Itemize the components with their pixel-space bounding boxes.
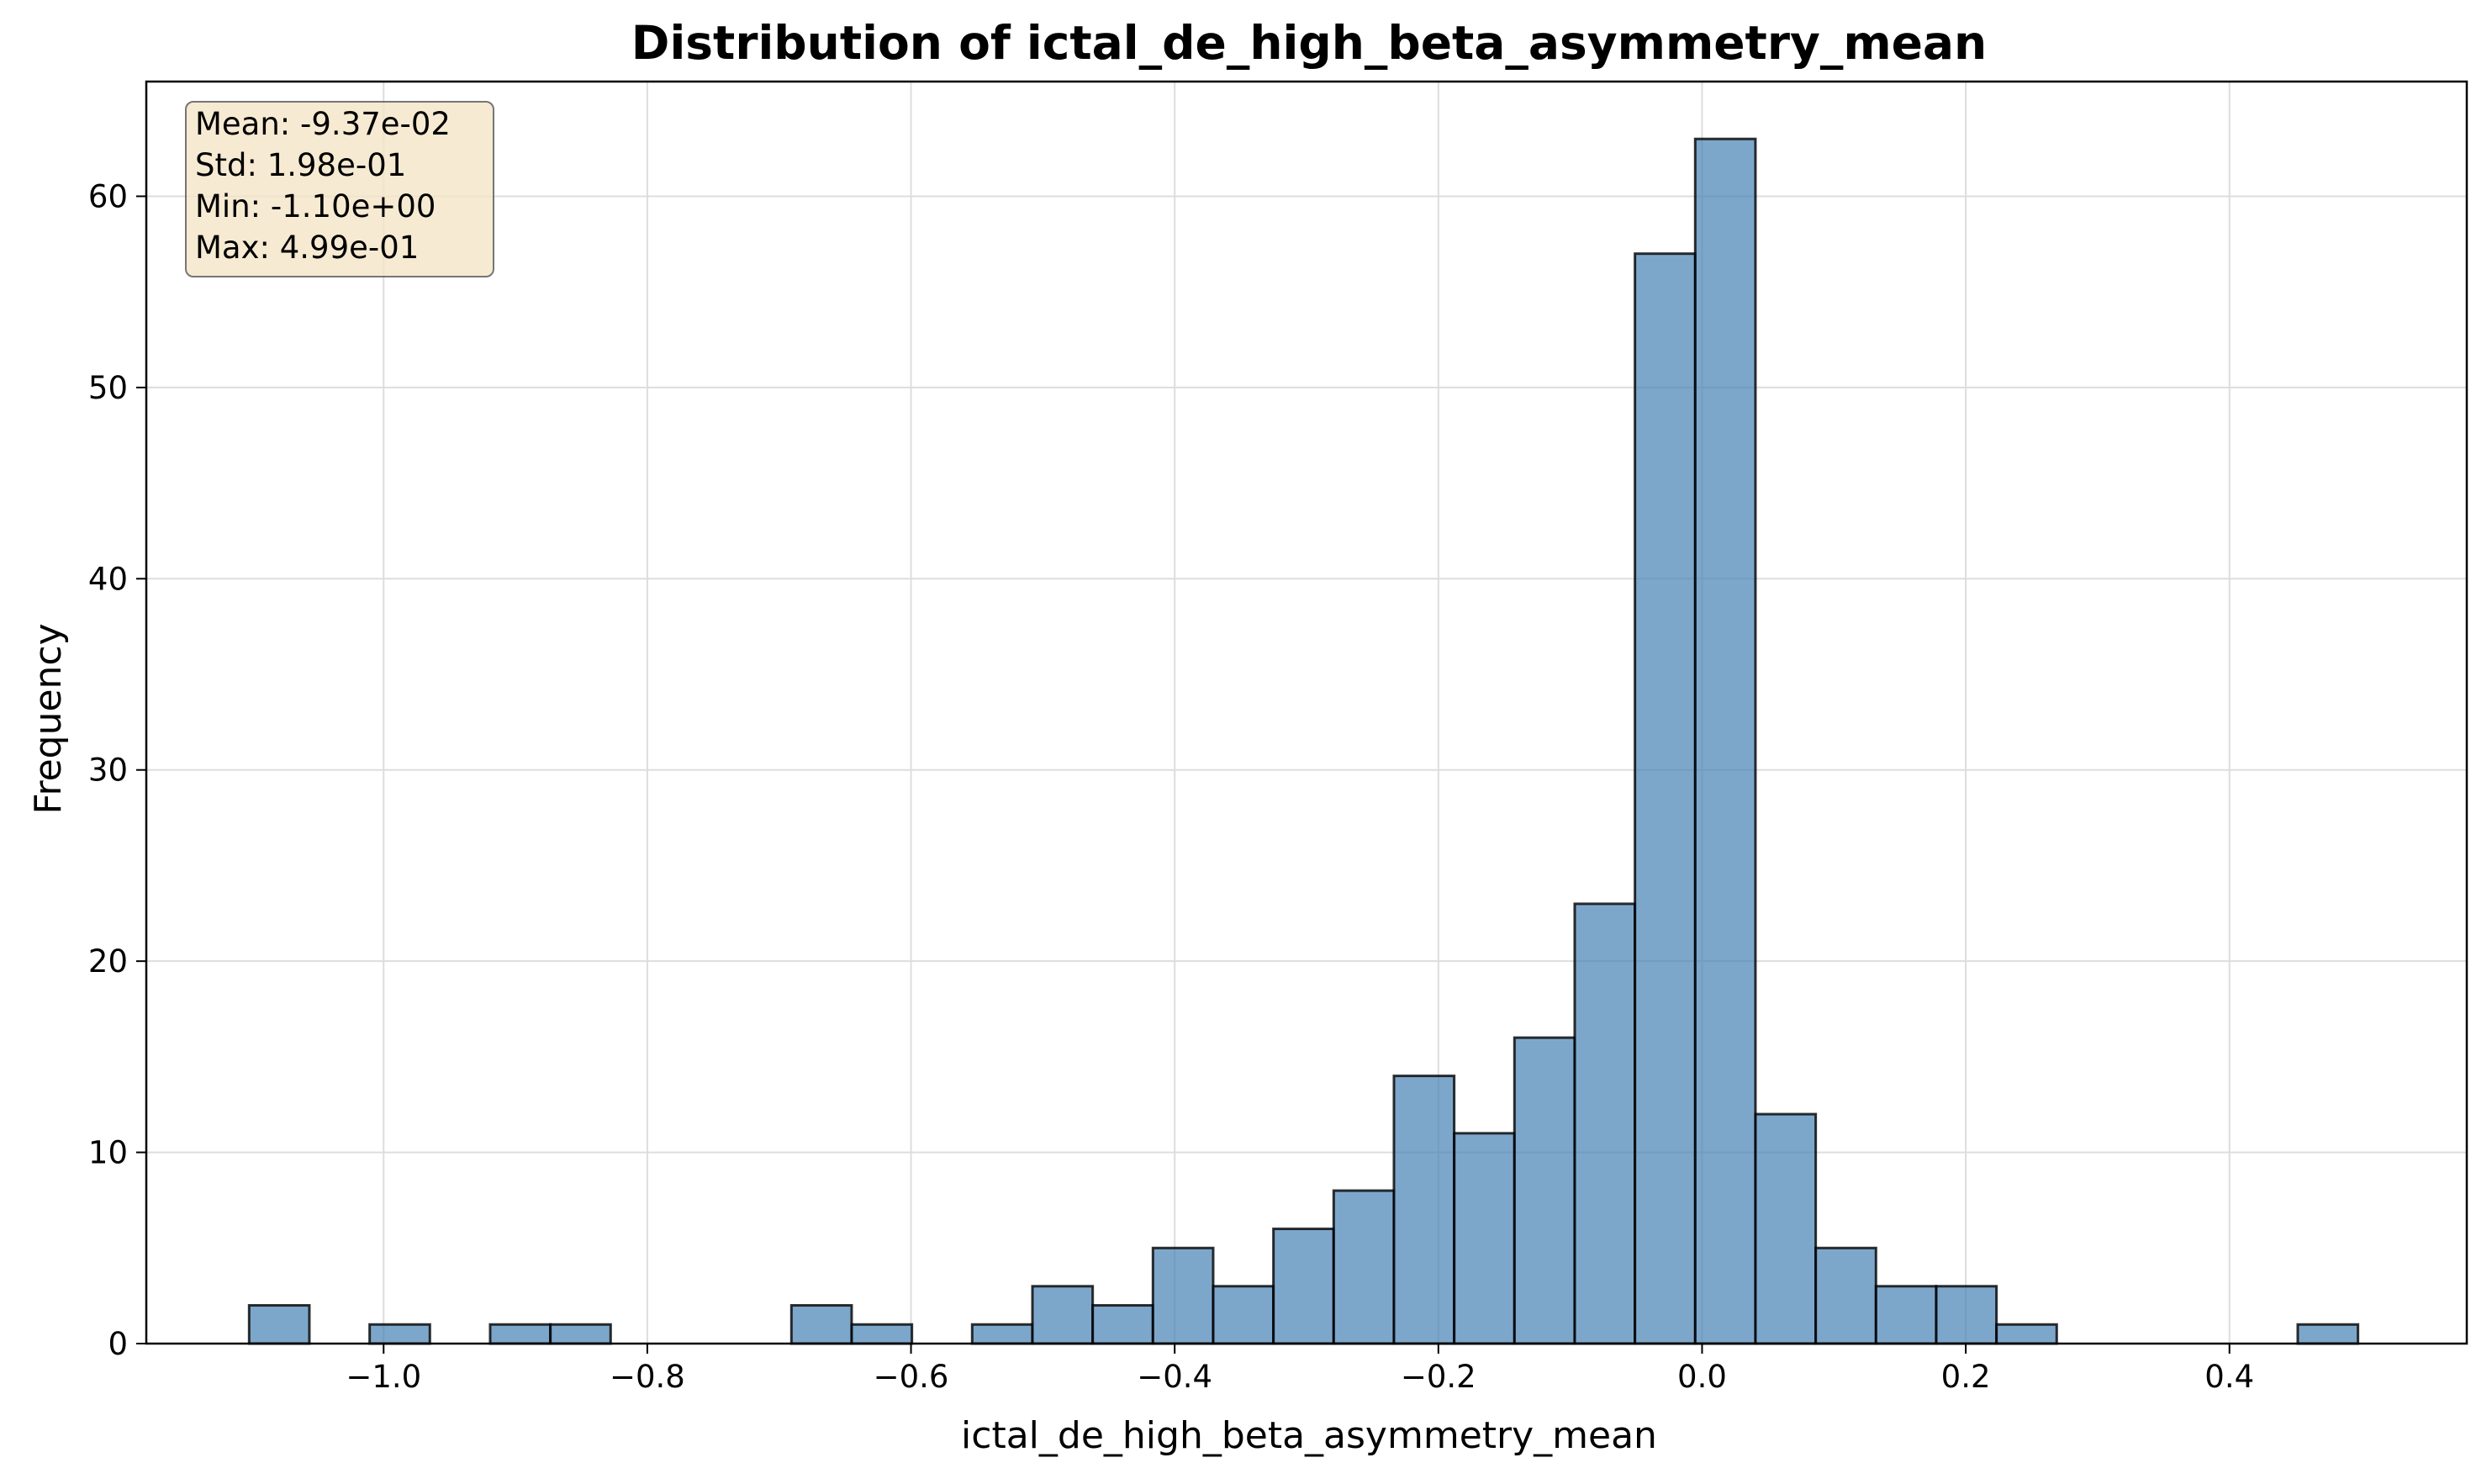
y-tick-label: 40	[88, 561, 128, 597]
histogram-bar	[1031, 1285, 1095, 1345]
histogram-bar	[970, 1323, 1034, 1345]
stats-box	[185, 101, 494, 277]
y-tick-label: 60	[88, 178, 128, 214]
histogram-bar	[1693, 137, 1757, 1345]
histogram-bar	[247, 1304, 311, 1345]
histogram-bar	[850, 1323, 914, 1345]
y-axis: 0 10 20 30 40 50 60	[88, 178, 146, 1362]
x-tick-label: 0.0	[1677, 1359, 1727, 1395]
x-tick-label: −0.4	[1137, 1359, 1212, 1395]
x-tick-label: −0.8	[610, 1359, 685, 1395]
x-tick-label: −0.2	[1401, 1359, 1476, 1395]
x-tick-label: −1.0	[346, 1359, 421, 1395]
stats-min: Min: -1.10e+00	[195, 188, 436, 224]
histogram-bar	[1573, 902, 1637, 1345]
x-tick-label: 0.2	[1941, 1359, 1991, 1395]
x-tick-label: −0.6	[874, 1359, 949, 1395]
x-axis-label: ictal_de_high_beta_asymmetry_mean	[961, 1414, 1657, 1457]
histogram-bar	[789, 1304, 853, 1345]
chart-title: Distribution of ictal_de_high_beta_asymm…	[631, 16, 1987, 70]
stats-mean: Mean: -9.37e-02	[195, 106, 451, 142]
histogram-bar	[1513, 1036, 1576, 1345]
x-axis: −1.0 −0.8 −0.6 −0.4 −0.2 0.0 0.2 0.4	[346, 1344, 2254, 1395]
y-tick-label: 20	[88, 943, 128, 980]
y-tick-label: 10	[88, 1135, 128, 1171]
histogram-bar	[2296, 1323, 2360, 1345]
histogram-bar	[1392, 1075, 1456, 1345]
histogram-bar	[1995, 1323, 2058, 1345]
histogram-bars	[247, 137, 2360, 1345]
y-tick-label: 50	[88, 370, 128, 406]
y-axis-label: Frequency	[27, 623, 70, 814]
histogram-bar	[549, 1323, 612, 1345]
histogram-bar	[1874, 1285, 1938, 1345]
histogram-bar	[1272, 1228, 1335, 1345]
histogram-bar	[1935, 1285, 1998, 1345]
y-tick-label: 0	[108, 1326, 128, 1362]
histogram-bar	[1754, 1112, 1818, 1345]
stats-std: Std: 1.98e-01	[195, 147, 407, 183]
histogram-bar	[1091, 1304, 1154, 1345]
histogram-bar	[368, 1323, 431, 1345]
histogram-bar	[1151, 1246, 1215, 1345]
histogram-bar	[488, 1323, 552, 1345]
histogram-bar	[1332, 1189, 1396, 1345]
stats-text: Mean: -9.37e-02 Std: 1.98e-01 Min: -1.10…	[195, 103, 451, 268]
histogram-bar	[1814, 1246, 1877, 1345]
stats-max: Max: 4.99e-01	[195, 230, 420, 266]
x-tick-label: 0.4	[2204, 1359, 2254, 1395]
histogram-bar	[1634, 252, 1697, 1345]
grid-lines	[146, 82, 2467, 1344]
y-tick-label: 30	[88, 753, 128, 789]
histogram-bar	[1212, 1285, 1275, 1345]
histogram-bar	[1453, 1132, 1516, 1345]
plot-frame	[145, 80, 2468, 1345]
